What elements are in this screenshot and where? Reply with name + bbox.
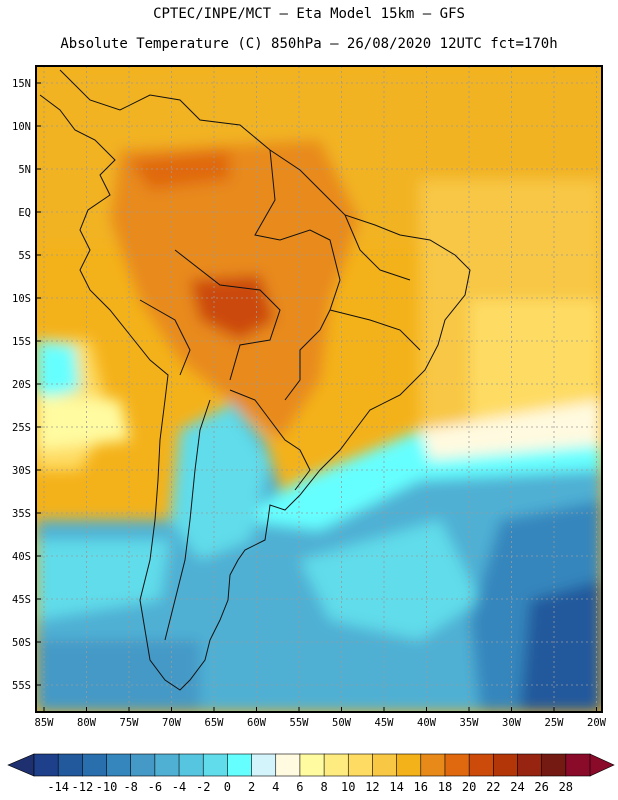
lat-label: 10S (12, 293, 31, 305)
lat-label: 50S (12, 637, 31, 649)
lon-label: 65W (205, 717, 225, 729)
colorbar-swatch (130, 753, 156, 777)
colorbar-swatch (33, 753, 59, 777)
colorbar-min-arrow (7, 753, 35, 777)
colorbar-level-label: 6 (296, 780, 304, 794)
grid-lines (36, 66, 602, 712)
lat-label: 25S (12, 422, 31, 434)
coastlines (39, 69, 471, 691)
lat-label: EQ (18, 207, 31, 219)
lon-label: 35W (460, 717, 480, 729)
lon-label: 60W (247, 717, 267, 729)
colorbar-swatch (154, 753, 180, 777)
colorbar-level-label: 12 (365, 780, 380, 794)
latitude-labels: 15N 10N 5N EQ 5S 10S 15S 20S 25S 30S 35S 40S 45S 50S 5… (12, 78, 41, 692)
colorbar-level-label: 20 (461, 780, 477, 794)
colorbar-level-label: 18 (437, 780, 453, 794)
lat-label: 45S (12, 594, 31, 606)
lon-label: 30W (502, 717, 522, 729)
lon-label: 45W (375, 717, 395, 729)
lat-label: 20S (12, 379, 31, 391)
colorbar-level-label: 24 (510, 780, 525, 794)
lon-label: 70W (162, 717, 182, 729)
colorbar-swatch (396, 753, 422, 777)
colorbar-swatch (517, 753, 543, 777)
lon-label: 75W (120, 717, 140, 729)
colorbar-swatch (275, 753, 301, 777)
colorbar-level-label: -8 (123, 780, 138, 794)
colorbar-swatch (372, 753, 398, 777)
title-line-2: Absolute Temperature (C) 850hPa – 26/08/… (60, 36, 558, 52)
lon-label: 25W (545, 717, 565, 729)
colorbar-swatch (227, 753, 253, 777)
colorbar-swatch (420, 753, 446, 777)
colorbar-level-label: 8 (320, 780, 328, 794)
lon-label: 20W (587, 717, 607, 729)
colorbar-level-label: -14 (47, 780, 70, 794)
lat-label: 55S (12, 680, 31, 692)
colorbar-swatch (57, 753, 83, 777)
lon-label: 40W (417, 717, 437, 729)
colorbar-level-label: 22 (486, 780, 501, 794)
colorbar-level-label: -2 (195, 780, 211, 794)
colorbar-level-label: 10 (341, 780, 356, 794)
colorbar-swatch (251, 753, 277, 777)
colorbar-level-label: 16 (413, 780, 428, 794)
colorbar-level-label: 26 (534, 780, 549, 794)
lon-label: 50W (332, 717, 352, 729)
lon-label: 55W (290, 717, 310, 729)
lon-label: 85W (35, 717, 55, 729)
lat-label: 10N (12, 121, 31, 133)
colorbar-swatch (106, 753, 132, 777)
title-line-1: CPTEC/INPE/MCT – Eta Model 15km – GFS (153, 6, 465, 22)
colorbar-level-label: -4 (171, 780, 187, 794)
lat-label: 40S (12, 551, 31, 563)
colorbar-swatch (493, 753, 519, 777)
colorbar-swatch (468, 753, 494, 777)
colorbar-level-label: 0 (223, 780, 231, 794)
colorbar-swatch (178, 753, 204, 777)
temperature-field (36, 66, 602, 712)
lat-label: 5S (18, 250, 31, 262)
colorbar-level-label: 4 (272, 780, 280, 794)
colorbar-level-label: 14 (389, 780, 404, 794)
colorbar-swatch (299, 753, 325, 777)
lat-label: 5N (18, 164, 31, 176)
colorbar-swatch (444, 753, 470, 777)
colorbar-swatch (347, 753, 374, 777)
longitude-labels: 85W 80W 75W 70W 65W 60W 55W 50W 45W 40W 35W 30W 25W 2… (35, 707, 607, 729)
colorbar-swatch (82, 753, 108, 777)
colorbar-max-arrow (589, 753, 615, 777)
lat-label: 35S (12, 508, 31, 520)
colorbar-level-label: 28 (558, 780, 574, 794)
map-frame (35, 65, 603, 713)
colorbar-swatch (323, 753, 349, 777)
lat-label: 15N (12, 78, 31, 90)
colorbar-swatch (565, 753, 591, 777)
colorbar-level-label: 2 (247, 780, 256, 794)
colorbar-level-label: -6 (147, 780, 163, 794)
colorbar-swatch (202, 753, 228, 777)
colorbar-swatch (541, 753, 567, 777)
colorbar-level-label: -10 (95, 780, 118, 794)
lon-label: 80W (77, 717, 97, 729)
colorbar (7, 753, 615, 777)
lat-label: 30S (12, 465, 31, 477)
colorbar-level-label: -12 (71, 780, 94, 794)
lat-label: 15S (12, 336, 31, 348)
